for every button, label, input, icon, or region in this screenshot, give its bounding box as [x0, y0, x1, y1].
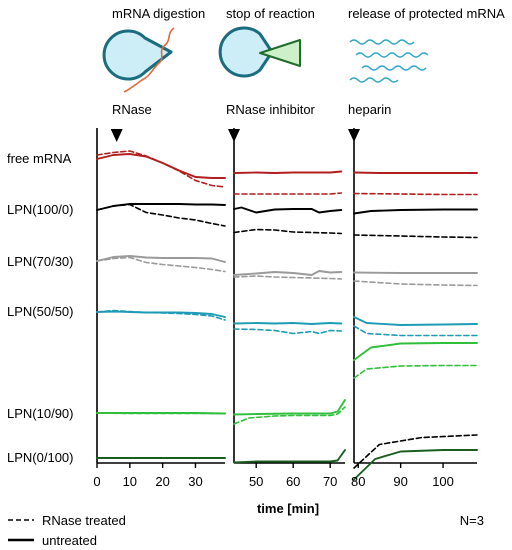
series-line-lpn-70-30-rnase-treated-2: [233, 275, 343, 280]
x-tick-label-50: 50: [249, 474, 263, 489]
x-tick-label-100: 100: [432, 474, 454, 489]
event-marker-3: [348, 129, 360, 142]
series-line-free-mrna-rnase-treated-3: [353, 192, 478, 196]
row-label-lpn-100-0: LPN(100/0): [7, 202, 73, 217]
row-label-lpn-10-90: LPN(10/90): [7, 406, 73, 421]
series-line-lpn-10-90-rnase-treated-2: [233, 406, 346, 425]
row-label-free-mrna: free mRNA: [7, 151, 72, 166]
series-line-lpn-50-50-rnase-treated-2: [233, 328, 343, 335]
series-line-lpn-70-30-untreated-3: [353, 271, 478, 274]
blocked-enzyme-icon: [218, 26, 301, 78]
series-line-lpn-10-90-untreated-2: [233, 399, 346, 416]
series-line-free-mrna-rnase-treated-2: [233, 192, 343, 195]
series-line-lpn-100-0-rnase-treated-2: [233, 228, 343, 235]
series-line-free-mrna-untreated-2: [233, 170, 343, 174]
x-tick-label-10: 10: [123, 474, 137, 489]
series-line-free-mrna-rnase-treated-1: [96, 150, 226, 188]
series-line-lpn-50-50-rnase-treated-1: [96, 309, 226, 321]
released-mrna-icon: [349, 39, 429, 83]
series-line-lpn-10-90-untreated-3: [353, 342, 478, 361]
x-axis-label: time [min]: [257, 501, 319, 516]
event-markers: [110, 129, 360, 142]
series-line-lpn-100-0-untreated-2: [233, 206, 343, 214]
axes: [96, 128, 477, 464]
legend: RNase treated untreated: [8, 513, 126, 548]
series-line-lpn-0-100-untreated-2: [233, 449, 346, 464]
series-line-lpn-100-0-rnase-treated-3: [353, 234, 478, 239]
agent-label-inhibitor: RNase inhibitor: [226, 102, 316, 117]
series-line-lpn-0-100-untreated-3: [353, 449, 478, 481]
legend-label-rnase-treated: RNase treated: [42, 513, 126, 528]
event-marker-1: [110, 129, 123, 142]
x-tick-label-0: 0: [93, 474, 100, 489]
row-label-lpn-50-50: LPN(50/50): [7, 304, 73, 319]
legend-label-untreated: untreated: [42, 533, 97, 548]
row-label-lpn-0-100: LPN(0/100): [7, 450, 73, 465]
series-line-lpn-100-0-untreated-1: [96, 203, 226, 211]
series-line-free-mrna-untreated-1: [96, 153, 226, 179]
series-lines: [96, 150, 478, 481]
phase-title-release: release of protected mRNA: [348, 6, 505, 21]
pacman-enzyme-icon: [102, 27, 175, 93]
agent-label-rnase: RNase: [112, 102, 152, 117]
phase-title-stop: stop of reaction: [226, 6, 315, 21]
x-tick-label-20: 20: [155, 474, 169, 489]
series-line-lpn-50-50-untreated-2: [233, 322, 343, 325]
x-ticks: 0 10 20 30 50 60 70 80 90 100: [93, 463, 454, 489]
series-line-lpn-0-100-rnase-treated-1: [353, 434, 478, 469]
sample-size-note: N=3: [460, 513, 484, 528]
series-line-lpn-70-30-rnase-treated-3: [353, 280, 478, 287]
x-tick-label-70: 70: [323, 474, 337, 489]
series-line-free-mrna-untreated-3: [353, 171, 478, 174]
x-tick-label-80: 80: [351, 474, 365, 489]
x-tick-label-90: 90: [393, 474, 407, 489]
row-label-lpn-70-30: LPN(70/30): [7, 254, 73, 269]
series-line-lpn-50-50-rnase-treated-3: [353, 325, 478, 337]
series-line-lpn-100-0-rnase-treated-1: [96, 203, 226, 227]
series-line-lpn-70-30-rnase-treated-1: [96, 256, 226, 273]
series-line-lpn-100-0-untreated-3: [353, 208, 478, 215]
agent-label-heparin: heparin: [348, 102, 391, 117]
phase-title-digestion: mRNA digestion: [112, 6, 205, 21]
series-line-lpn-50-50-untreated-3: [353, 316, 478, 326]
series-line-lpn-70-30-untreated-1: [96, 255, 226, 263]
series-line-lpn-70-30-untreated-2: [233, 270, 343, 276]
event-marker-2: [228, 129, 240, 142]
series-line-lpn-10-90-rnase-treated-1: [96, 412, 226, 415]
x-tick-label-60: 60: [286, 474, 300, 489]
x-tick-label-30: 30: [188, 474, 202, 489]
series-line-lpn-10-90-rnase-treated-3: [353, 364, 478, 379]
